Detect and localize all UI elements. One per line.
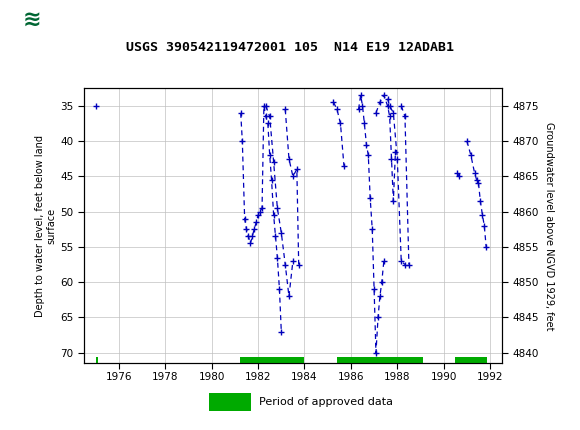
Bar [337,356,423,363]
Text: ≋: ≋ [23,9,41,29]
Bar [6,3,55,36]
Bar [240,356,304,363]
Text: USGS 390542119472001 105  N14 E19 12ADAB1: USGS 390542119472001 105 N14 E19 12ADAB1 [126,41,454,54]
Bar [209,393,251,411]
Bar [96,356,98,363]
Text: Period of approved data: Period of approved data [259,397,393,407]
Y-axis label: Depth to water level, feet below land
surface: Depth to water level, feet below land su… [35,135,56,317]
Y-axis label: Groundwater level above NGVD 1929, feet: Groundwater level above NGVD 1929, feet [544,122,554,330]
Text: USGS: USGS [61,12,108,27]
Bar [455,356,487,363]
